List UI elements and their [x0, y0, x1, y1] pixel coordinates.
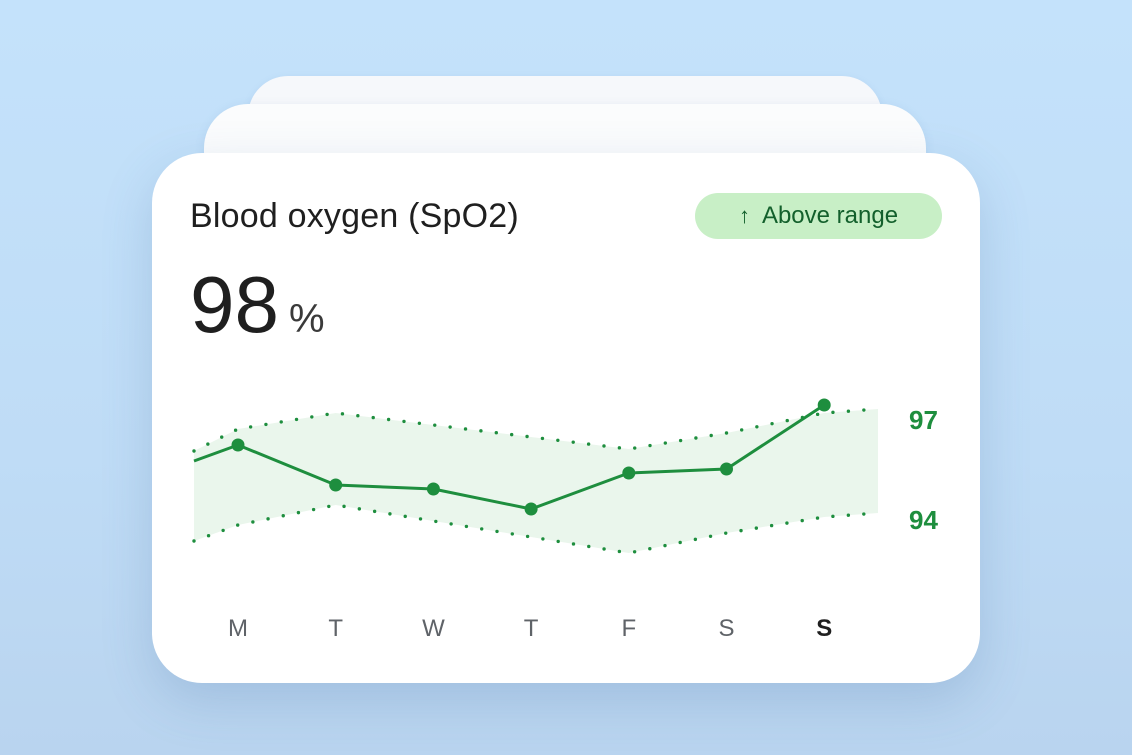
data-point [426, 482, 440, 496]
data-point [720, 462, 733, 476]
spo2-series-line [193, 403, 826, 511]
data-point [622, 466, 636, 480]
range-min-label: 94 [909, 505, 938, 535]
range-max-label: 97 [909, 405, 938, 435]
data-point [817, 398, 831, 412]
spo2-number: 98 [190, 260, 279, 349]
arrow-up-icon: ↑ [738, 203, 750, 228]
spo2-card[interactable]: Blood oxygen (SpO2) ↑ Above range 98% 97… [152, 153, 980, 683]
above-range-badge: ↑ Above range [695, 193, 942, 239]
day-label: S [816, 615, 832, 642]
day-label: F [621, 615, 636, 642]
day-label: T [328, 615, 343, 642]
badge-label: Above range [761, 202, 899, 229]
day-label: M [228, 615, 248, 642]
normal-range-band [194, 409, 878, 553]
day-label: W [422, 615, 445, 642]
data-point [524, 502, 538, 516]
data-point [329, 478, 343, 492]
spo2-chart: 97 94 M T W T F S S [192, 398, 938, 642]
data-point [231, 438, 245, 452]
spo2-unit: % [288, 297, 325, 341]
spo2-value: 98% [190, 265, 325, 345]
day-label: T [524, 615, 539, 642]
card-title: Blood oxygen (SpO2) [190, 197, 519, 235]
day-label: S [718, 615, 734, 642]
